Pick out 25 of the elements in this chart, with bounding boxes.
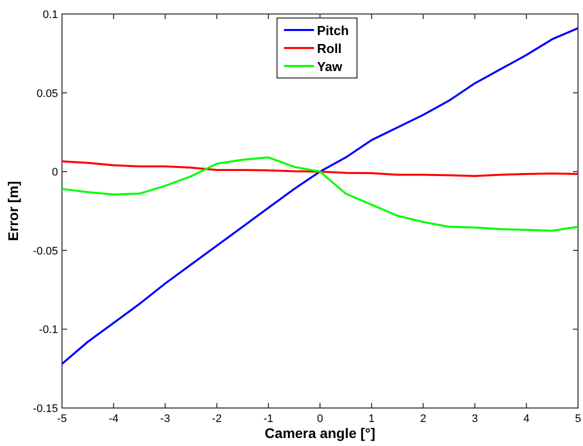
y-tick-label: -0.1 bbox=[39, 324, 58, 336]
y-tick-label: 0.1 bbox=[42, 9, 58, 21]
x-tick-label: 5 bbox=[574, 413, 582, 425]
x-tick-label: -3 bbox=[160, 413, 170, 425]
line-series bbox=[61, 160, 579, 178]
x-axis-title: Camera angle [°] bbox=[264, 425, 376, 441]
x-tick-label: 2 bbox=[420, 413, 426, 425]
x-tick-label: -2 bbox=[212, 413, 222, 425]
x-tick-label: -1 bbox=[264, 413, 274, 425]
line-series bbox=[61, 156, 579, 232]
legend-label: Roll bbox=[317, 41, 342, 56]
x-tick-label: -5 bbox=[57, 413, 67, 425]
y-axis-title: Error [m] bbox=[5, 181, 21, 241]
y-tick-label: 0.05 bbox=[36, 88, 58, 100]
x-tick-label: 3 bbox=[472, 413, 478, 425]
y-tick-label: -0.15 bbox=[32, 403, 58, 415]
x-tick-label: 0 bbox=[316, 413, 324, 425]
legend-label: Pitch bbox=[317, 23, 349, 38]
legend-label: Yaw bbox=[317, 59, 344, 74]
y-tick-label: -0.05 bbox=[32, 245, 58, 258]
x-tick-label: -4 bbox=[108, 413, 118, 425]
y-tick-label: 0 bbox=[52, 166, 58, 179]
line-series bbox=[61, 27, 579, 365]
x-tick-label: 1 bbox=[368, 413, 375, 425]
x-tick-label: 4 bbox=[523, 413, 530, 425]
